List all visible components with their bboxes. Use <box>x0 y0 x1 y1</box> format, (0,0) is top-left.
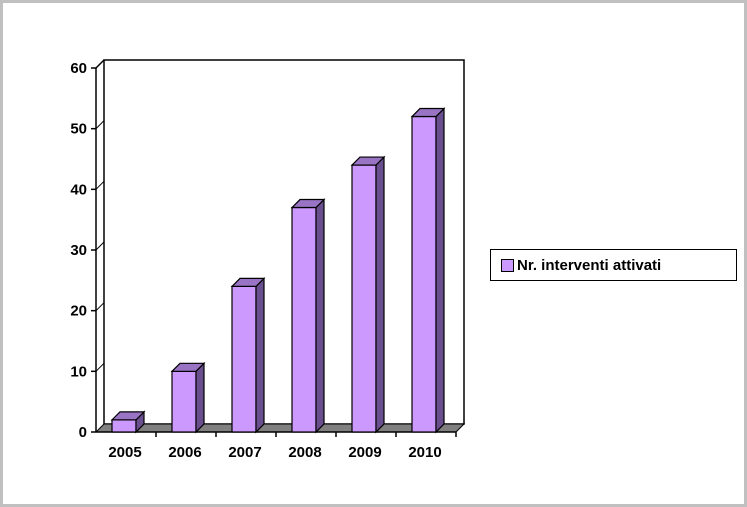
bar-2009 <box>351 164 377 433</box>
x-tick-label-2005: 2005 <box>108 444 141 461</box>
bars <box>110 107 446 434</box>
bar-side-2009 <box>375 155 385 434</box>
gridline-depth <box>95 120 105 130</box>
x-tick-label-2008: 2008 <box>288 444 321 461</box>
y-tick-label: 20 <box>70 303 87 320</box>
bar-2006 <box>171 370 197 433</box>
bar-side-2006 <box>195 361 205 434</box>
x-tick-label-2007: 2007 <box>228 444 261 461</box>
bar-side-2007 <box>255 276 265 434</box>
axes <box>91 59 466 437</box>
y-tick-label: 10 <box>70 363 87 380</box>
y-tick-label: 40 <box>70 181 87 198</box>
y-tick-label: 50 <box>70 121 87 138</box>
x-tick-label-2009: 2009 <box>348 444 381 461</box>
legend: Nr. interventi attivati <box>490 249 737 281</box>
bar-top-2010 <box>410 107 446 118</box>
x-tick-label-2006: 2006 <box>168 444 201 461</box>
bar-2005 <box>111 419 137 433</box>
bar-2008 <box>291 206 317 433</box>
x-tick-label-2010: 2010 <box>408 444 441 461</box>
legend-swatch <box>501 258 514 272</box>
bar-side-2008 <box>315 198 325 434</box>
gridline-depth <box>95 241 105 251</box>
gridline-depth <box>95 362 105 372</box>
back-wall <box>103 59 465 425</box>
y-tick-label: 0 <box>79 424 87 441</box>
bar-2010 <box>411 115 437 433</box>
bar-top-2007 <box>230 277 266 287</box>
bar-top-2005 <box>110 411 146 421</box>
y-tick-label: 60 <box>70 60 87 77</box>
y-tick-labels: 0 10 20 30 40 50 60 <box>70 60 87 441</box>
y-tick-label: 30 <box>70 242 87 259</box>
bar-side-2010 <box>435 107 445 434</box>
bar-top-2009 <box>350 156 386 166</box>
axis-depth-top <box>95 59 105 69</box>
legend-label: Nr. interventi attivati <box>517 256 662 274</box>
gridline-depth <box>95 180 105 190</box>
bar-top-2008 <box>290 198 326 209</box>
floor <box>94 423 466 433</box>
x-tick-labels: 2005 2006 2007 2008 2009 2010 <box>108 444 441 461</box>
bar-2007 <box>231 285 257 433</box>
gridline-depth <box>95 302 105 312</box>
bar-top-2006 <box>170 362 206 372</box>
